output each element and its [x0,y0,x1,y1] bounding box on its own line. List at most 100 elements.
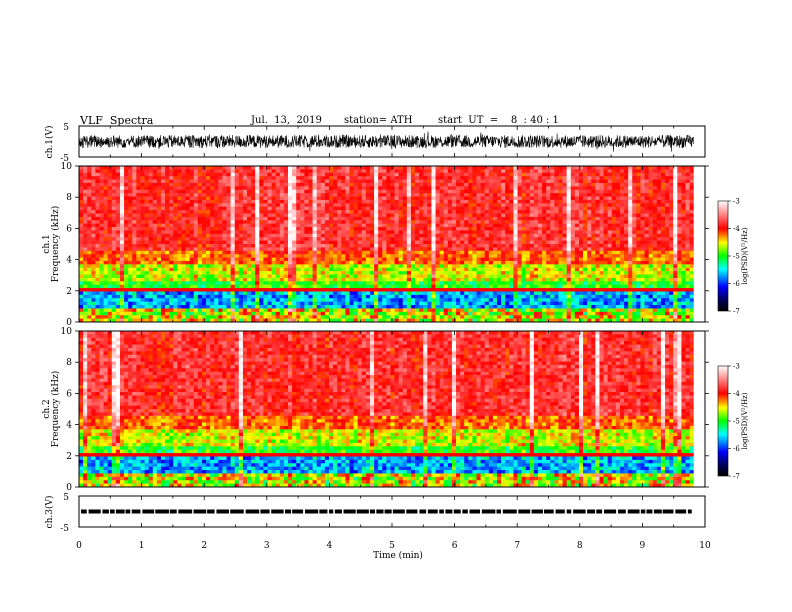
spectrogram-cell [456,193,460,197]
spectrogram-cell [300,173,304,177]
spectrogram-cell [341,305,345,309]
spectrogram-cell [427,227,431,231]
spectrogram-cell [91,268,95,272]
spectrogram-cell [222,271,226,275]
spectrogram-cell [165,190,169,194]
spectrogram-cell [251,203,255,207]
spectrogram-cell [296,203,300,207]
spectrogram-cell [407,308,411,312]
spectrogram-cell [386,186,390,190]
spectrogram-cell [374,258,378,262]
spectrogram-cell [337,217,341,221]
spectrogram-cell [280,251,284,255]
spectrogram-cell [345,305,349,309]
spectrogram-cell [79,264,83,268]
spectrogram-cell [276,203,280,207]
spectrogram-cell [485,308,489,312]
spectrogram-cell [79,197,83,201]
spectrogram-cell [477,186,481,190]
spectrogram-cell [263,312,267,316]
spectrogram-cell [419,224,423,228]
spectrogram-cell [325,197,329,201]
spectrogram-cell [108,217,112,221]
spectrogram-cell [169,173,173,177]
spectrogram-cell [104,312,108,316]
spectrogram-cell [165,213,169,217]
spectrogram-cell [403,268,407,272]
spectrogram-cell [444,224,448,228]
spectrogram-cell [358,275,362,279]
spectrogram-cell [140,197,144,201]
spectrogram-cell [362,258,366,262]
spectrogram-cell [313,264,317,268]
spectrogram-cell [140,166,144,170]
spectrogram-cell [309,261,313,265]
spectrogram-cell [120,244,124,248]
spectrogram-cell [157,312,161,316]
spectrogram-cell [194,217,198,221]
spectrogram-cell [149,281,153,285]
spectrogram-cell [358,197,362,201]
spectrogram-cell [235,291,239,295]
spectrogram-cell [231,308,235,312]
spectrogram-cell [403,285,407,289]
spectrogram-cell [227,312,231,316]
spectrogram-cell [485,193,489,197]
spectrogram-cell [292,281,296,285]
spectrogram-cell [382,183,386,187]
spectrogram-cell [276,281,280,285]
spectrogram-cell [366,200,370,204]
spectrogram-cell [378,315,382,319]
spectrogram-cell [198,315,202,319]
spectrogram-cell [304,227,308,231]
spectrogram-cell [140,291,144,295]
spectrogram-cell [366,312,370,316]
spectrogram-cell [354,254,358,258]
spectrogram-cell [116,234,120,238]
spectrogram-cell [108,227,112,231]
spectrogram-cell [259,220,263,224]
spectrogram-cell [140,173,144,177]
spectrogram-cell [321,244,325,248]
spectrogram-cell [489,305,493,309]
spectrogram-cell [468,213,472,217]
spectrogram-cell [309,169,313,173]
spectrogram-cell [136,271,140,275]
spectrogram-cell [128,210,132,214]
spectrogram-cell [161,244,165,248]
spectrogram-cell [91,271,95,275]
spectrogram-cell [157,275,161,279]
spectrogram-cell [210,166,214,170]
spectrogram-cell [374,291,378,295]
spectrogram-cell [87,298,91,302]
spectrogram-cell [132,247,136,251]
spectrogram-cell [333,275,337,279]
spectrogram-cell [436,180,440,184]
spectrogram-cell [472,281,476,285]
spectrogram-cell [329,312,333,316]
spectrogram-cell [464,312,468,316]
spectrogram-cell [132,281,136,285]
spectrogram-cell [464,281,468,285]
spectrogram-cell [145,241,149,245]
spectrogram-cell [460,210,464,214]
spectrogram-cell [227,227,231,231]
spectrogram-cell [263,251,267,255]
spectrogram-cell [448,197,452,201]
spectrogram-cell [206,213,210,217]
spectrogram-cell [456,302,460,306]
spectrogram-cell [268,169,272,173]
spectrogram-cell [214,217,218,221]
spectrogram-cell [116,271,120,275]
spectrogram-cell [272,241,276,245]
spectrogram-cell [497,180,501,184]
spectrogram-cell [493,275,497,279]
spectrogram-cell [169,278,173,282]
spectrogram-cell [231,298,235,302]
spectrogram-cell [505,305,509,309]
spectrogram-cell [296,258,300,262]
spectrogram-cell [513,186,517,190]
spectrogram-cell [333,200,337,204]
spectrogram-cell [489,271,493,275]
spectrogram-cell [169,312,173,316]
